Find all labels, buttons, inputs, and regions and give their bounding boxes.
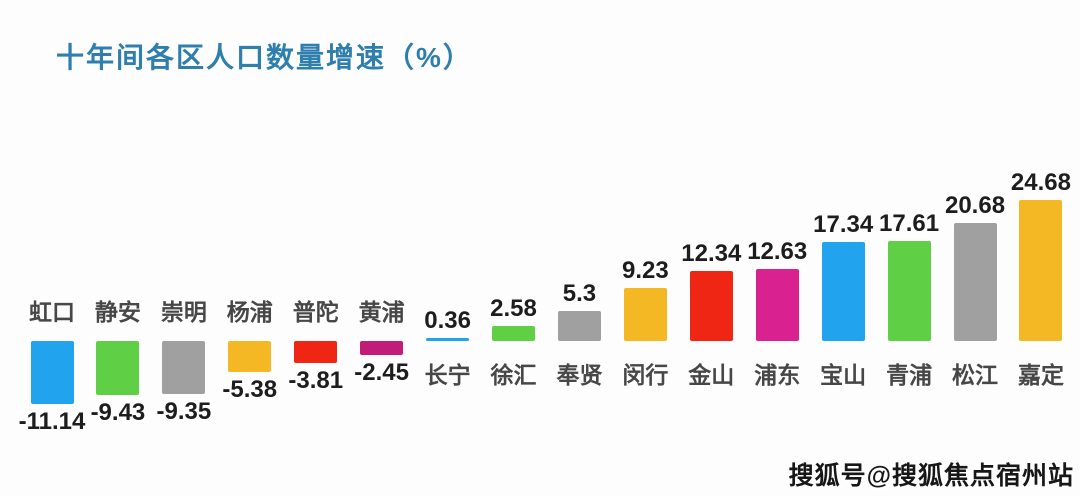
bar-value-label: -9.35 bbox=[156, 398, 212, 426]
bar-category-label: 杨浦 bbox=[226, 299, 273, 325]
bar-category-label: 浦东 bbox=[754, 362, 801, 388]
bar-category-label: 长宁 bbox=[424, 362, 471, 388]
bar-value-label: 2.58 bbox=[490, 295, 537, 323]
bar bbox=[228, 341, 272, 372]
bar-value-label: -5.38 bbox=[222, 375, 278, 403]
bar bbox=[689, 270, 733, 341]
bar-category-label: 闵行 bbox=[622, 362, 669, 388]
bar-category-label: 静安 bbox=[94, 299, 141, 325]
bar-category-label: 虹口 bbox=[29, 299, 75, 325]
bar bbox=[162, 341, 206, 395]
bar bbox=[294, 341, 338, 363]
bar-category-label: 青浦 bbox=[886, 362, 933, 388]
bar-value-label: 17.61 bbox=[879, 209, 940, 237]
bar-category-label: 嘉定 bbox=[1017, 362, 1064, 388]
bar bbox=[887, 240, 931, 341]
bar-category-label: 崇明 bbox=[160, 299, 207, 325]
bar bbox=[557, 310, 601, 341]
bar bbox=[426, 338, 470, 341]
bar-value-label: 20.68 bbox=[944, 192, 1006, 220]
bar bbox=[821, 242, 865, 341]
bar bbox=[492, 326, 535, 341]
bar-category-label: 黄浦 bbox=[358, 299, 405, 325]
bar bbox=[755, 269, 799, 341]
bar-value-label: 17.34 bbox=[813, 211, 874, 239]
bar bbox=[1019, 200, 1063, 341]
bar bbox=[953, 223, 997, 341]
watermark: 搜狐号@搜狐焦点宿州站 bbox=[788, 462, 1074, 490]
bar bbox=[96, 341, 140, 395]
bar bbox=[30, 341, 74, 405]
bar-value-label: 12.34 bbox=[681, 239, 742, 267]
bar-category-label: 徐汇 bbox=[490, 362, 537, 388]
bar-value-label: -3.81 bbox=[288, 366, 344, 394]
bar-value-label: -11.14 bbox=[18, 408, 86, 436]
bar-value-label: 24.68 bbox=[1010, 169, 1071, 197]
bar-category-label: 奉贤 bbox=[556, 362, 603, 388]
bar-category-label: 普陀 bbox=[292, 299, 339, 325]
chart-title: 十年间各区人口数量增速（%） bbox=[56, 42, 473, 73]
bar-value-label: -9.43 bbox=[90, 398, 146, 426]
bar bbox=[360, 341, 404, 355]
bar-category-label: 松江 bbox=[952, 362, 999, 388]
bar-value-label: 12.63 bbox=[747, 238, 808, 266]
bar-value-label: 5.3 bbox=[562, 279, 597, 307]
bar-value-label: 9.23 bbox=[622, 257, 669, 285]
bar bbox=[623, 288, 667, 341]
bar-value-label: 0.36 bbox=[424, 307, 471, 334]
bar-value-label: -2.45 bbox=[354, 358, 409, 386]
bar-category-label: 金山 bbox=[688, 362, 735, 388]
bar-category-label: 宝山 bbox=[820, 362, 867, 388]
